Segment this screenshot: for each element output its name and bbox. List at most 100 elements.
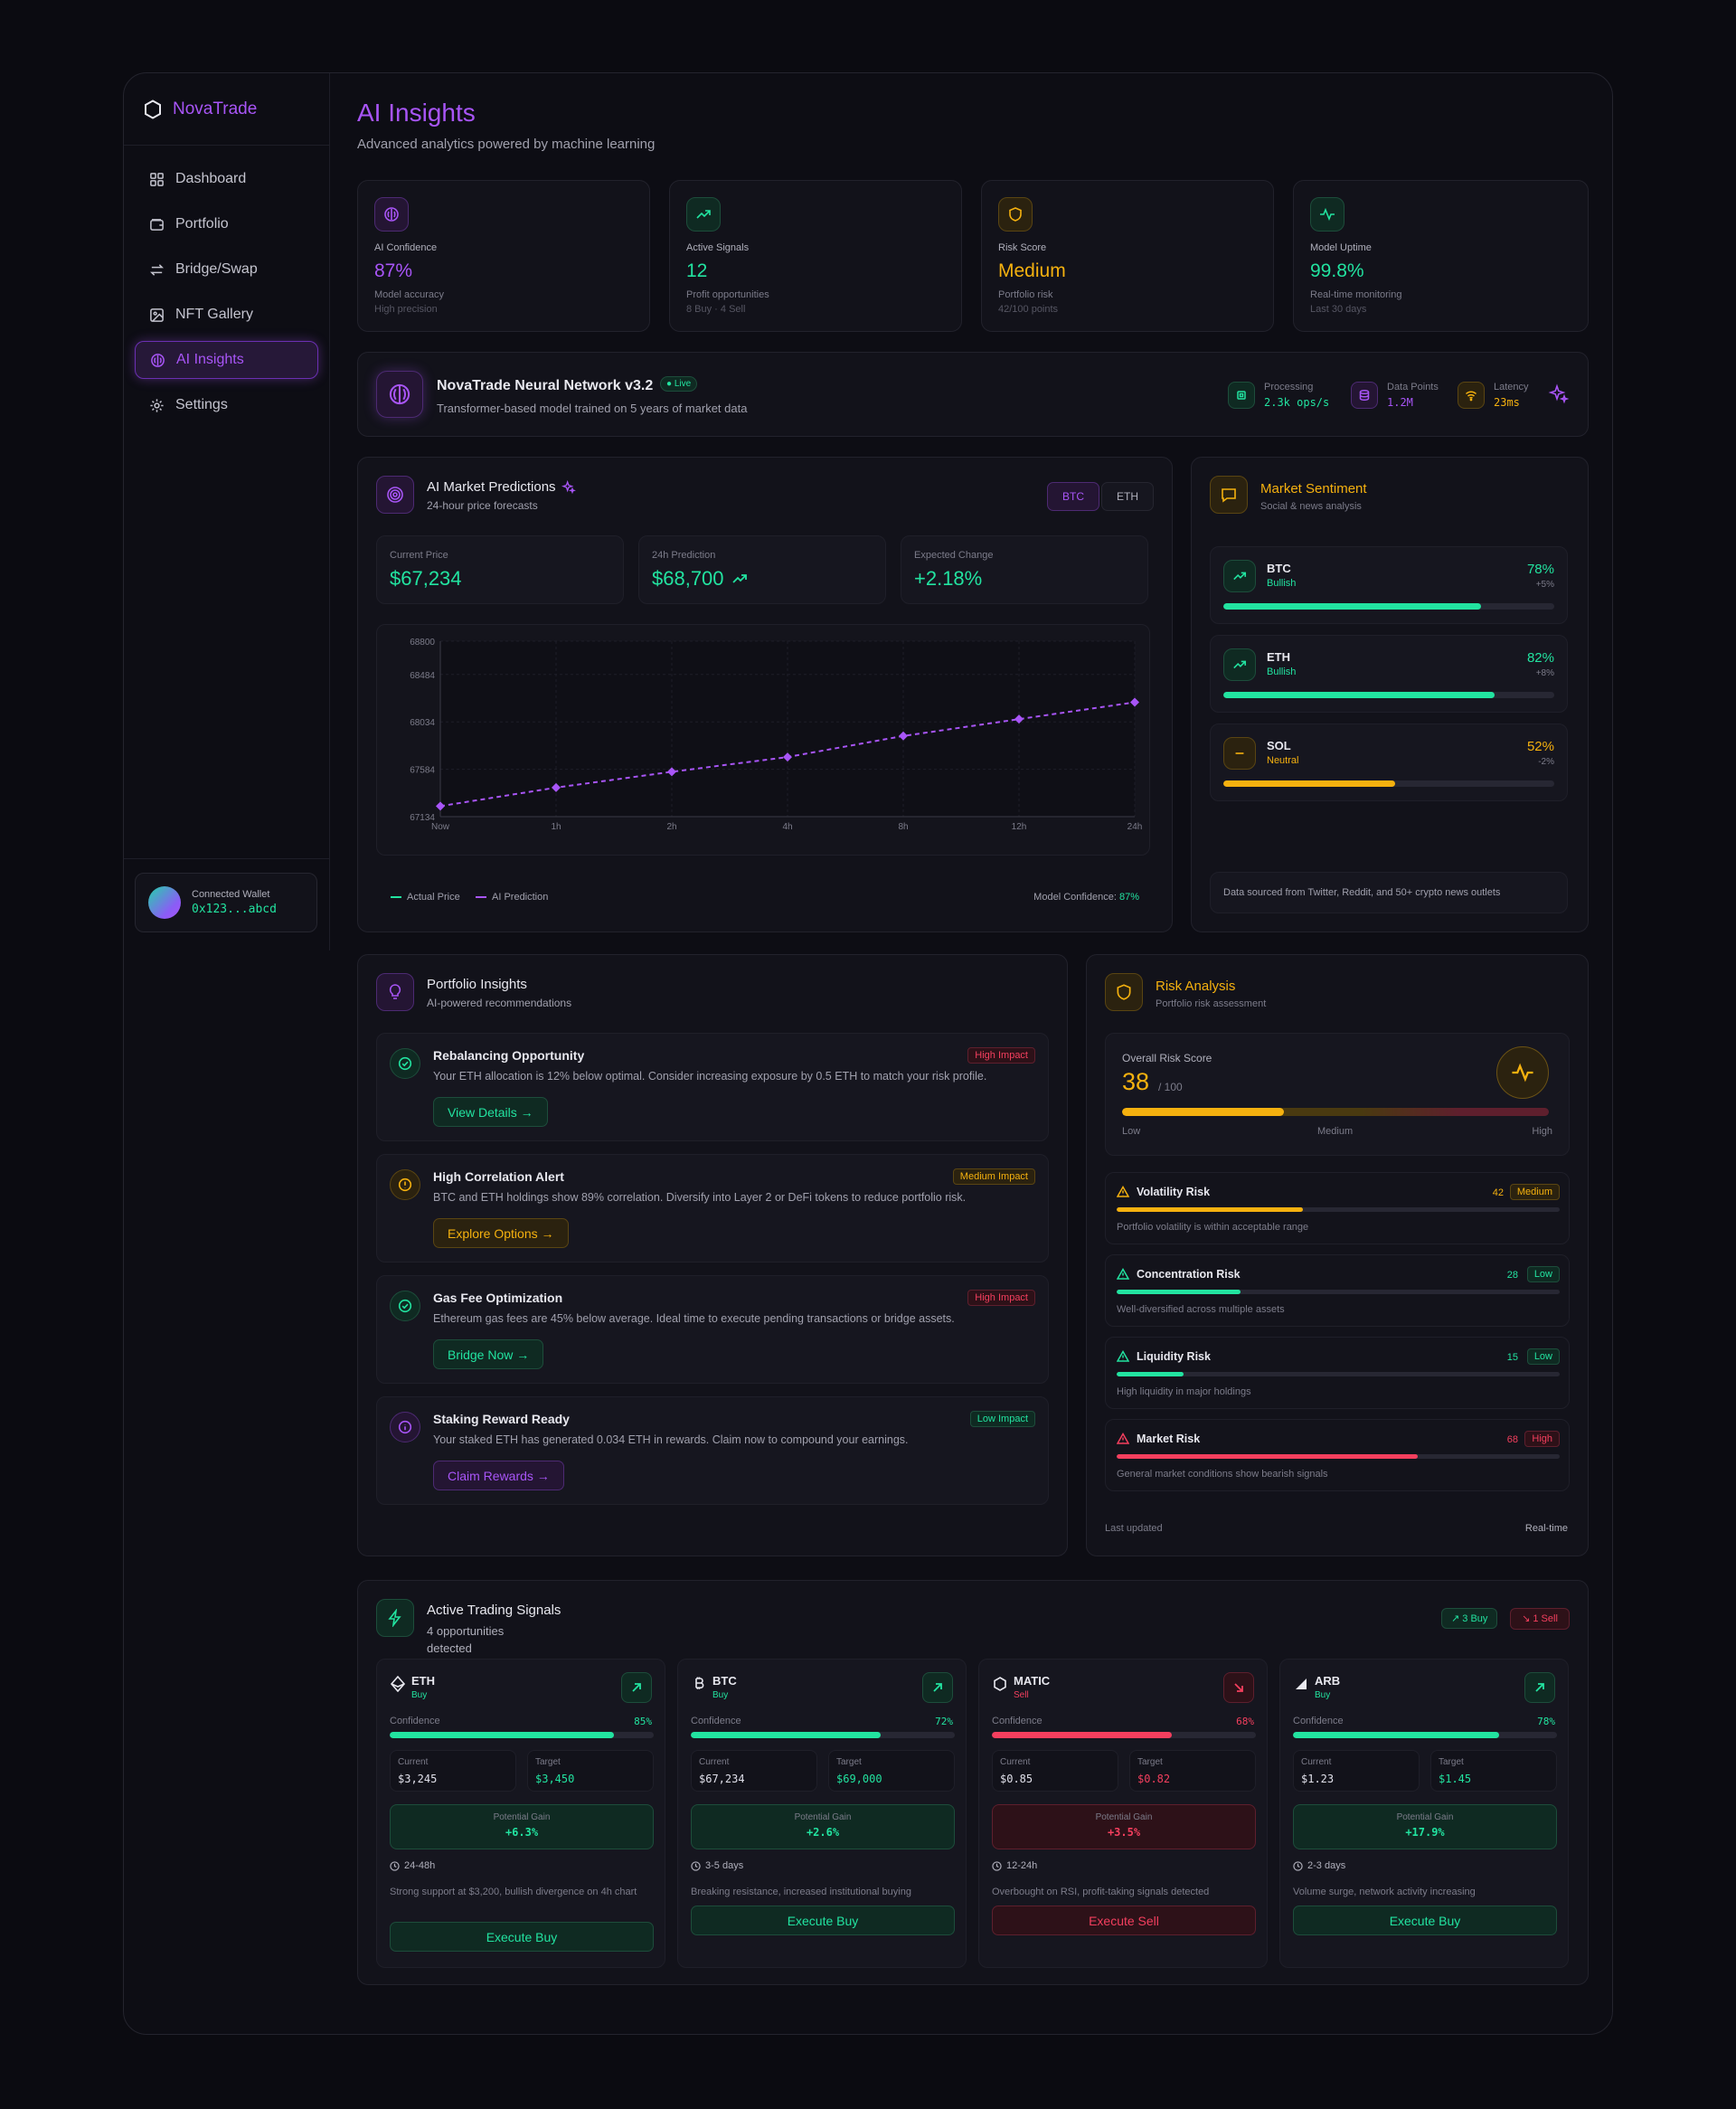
sentiment-item-btc[interactable]: BTC Bullish 78% +5% bbox=[1210, 546, 1568, 624]
sentiment-mood: Bullish bbox=[1267, 578, 1297, 589]
target-value: $1.45 bbox=[1439, 1773, 1472, 1785]
signal-card-arb: ARB Buy Confidence 78% Current $1.23 Target $1.… bbox=[1279, 1659, 1569, 1968]
confidence-bar bbox=[691, 1732, 955, 1738]
expected-change-value: +2.18% bbox=[914, 567, 983, 590]
prediction-point[interactable] bbox=[1014, 714, 1024, 724]
confidence-value: 78% bbox=[1537, 1716, 1555, 1727]
target-value: $69,000 bbox=[836, 1773, 882, 1785]
overall-risk-bar bbox=[1122, 1108, 1549, 1116]
connected-wallet[interactable]: Connected Wallet 0x123...abcd bbox=[135, 873, 317, 932]
insights-subtitle: AI-powered recommendations bbox=[427, 997, 572, 1009]
tab-btc[interactable]: BTC bbox=[1047, 482, 1099, 511]
insight-action-button[interactable]: Claim Rewards → bbox=[433, 1461, 564, 1490]
execute-buy-button[interactable]: Execute Buy bbox=[1293, 1906, 1557, 1935]
execute-buy-button[interactable]: Execute Buy bbox=[691, 1906, 955, 1935]
stat-line2: High precision bbox=[374, 304, 438, 315]
current-value: $3,245 bbox=[398, 1773, 438, 1785]
trending-up-icon bbox=[1223, 648, 1256, 681]
current-value: $0.85 bbox=[1000, 1773, 1033, 1785]
current-label: Current bbox=[1000, 1757, 1031, 1767]
sidebar-item-dashboard[interactable]: Dashboard bbox=[135, 160, 318, 198]
sentiment-card: Market Sentiment Social & news analysis … bbox=[1191, 457, 1589, 932]
potential-gain-box: Potential Gain +6.3% bbox=[390, 1804, 654, 1849]
tab-eth[interactable]: ETH bbox=[1101, 482, 1154, 511]
wallet-icon bbox=[150, 218, 164, 231]
potential-gain-box: Potential Gain +17.9% bbox=[1293, 1804, 1557, 1849]
y-tick-label: 68800 bbox=[410, 638, 435, 648]
logo[interactable]: NovaTrade bbox=[124, 73, 329, 146]
stat-line2: Last 30 days bbox=[1310, 304, 1367, 315]
insight-action-button[interactable]: Explore Options → bbox=[433, 1218, 569, 1248]
stat-card-risk-score: Risk Score Medium Portfolio risk 42/100 … bbox=[981, 180, 1274, 332]
timeframe: 3-5 days bbox=[691, 1860, 743, 1871]
potential-gain-box: Potential Gain +3.5% bbox=[992, 1804, 1256, 1849]
activity-icon bbox=[1310, 197, 1344, 232]
app-name: NovaTrade bbox=[173, 99, 258, 118]
insight-item: Staking Reward Ready Low Impact Your stake… bbox=[376, 1396, 1049, 1505]
risk-desc: General market conditions show bearish s… bbox=[1117, 1469, 1328, 1480]
prediction-point[interactable] bbox=[552, 782, 561, 792]
stat-value: 99.8% bbox=[1310, 260, 1364, 281]
shield-icon bbox=[998, 197, 1033, 232]
prediction-point[interactable] bbox=[1130, 697, 1139, 707]
risk-bar bbox=[1117, 1290, 1560, 1294]
signals-subtitle: 4 opportunities detected bbox=[427, 1624, 505, 1655]
sidebar-item-bridge-swap[interactable]: Bridge/Swap bbox=[135, 251, 318, 288]
stat-value: Medium bbox=[998, 260, 1066, 281]
sentiment-item-eth[interactable]: ETH Bullish 82% +8% bbox=[1210, 635, 1568, 713]
risk-name: Market Risk bbox=[1137, 1433, 1201, 1445]
sidebar-item-settings[interactable]: Settings bbox=[135, 386, 318, 424]
prediction-point[interactable] bbox=[667, 767, 676, 777]
shield-icon bbox=[1105, 973, 1143, 1011]
hexagon-logo-icon bbox=[145, 99, 161, 119]
current-value: $67,234 bbox=[699, 1773, 745, 1785]
sentiment-percent: 82% bbox=[1526, 650, 1554, 666]
timeframe: 12-24h bbox=[992, 1860, 1037, 1871]
sidebar: NovaTrade Dashboard Portfolio Bridge/Swa… bbox=[124, 73, 330, 950]
sentiment-bar-fill bbox=[1223, 603, 1482, 610]
risk-bar bbox=[1117, 1372, 1560, 1376]
y-tick-label: 68484 bbox=[410, 671, 435, 681]
stat-line1: Portfolio risk bbox=[998, 289, 1053, 300]
live-badge: ● Live bbox=[660, 376, 698, 392]
x-tick-label: 8h bbox=[898, 822, 908, 832]
prediction-point[interactable] bbox=[783, 752, 792, 762]
confidence-bar-fill bbox=[992, 1732, 1172, 1738]
execute-sell-button[interactable]: Execute Sell bbox=[992, 1906, 1256, 1935]
signal-side: Buy bbox=[411, 1690, 428, 1700]
sidebar-item-portfolio[interactable]: Portfolio bbox=[135, 205, 318, 243]
stat-label: AI Confidence bbox=[374, 242, 438, 253]
predictions-card: AI Market Predictions 24-hour price fore… bbox=[357, 457, 1173, 932]
sidebar-item-ai-insights[interactable]: AI Insights bbox=[135, 341, 318, 379]
prediction-point[interactable] bbox=[899, 731, 908, 741]
sell-count-label: 1 Sell bbox=[1533, 1613, 1558, 1624]
insight-action-button[interactable]: View Details → bbox=[433, 1097, 548, 1127]
insight-action-button[interactable]: Bridge Now → bbox=[433, 1339, 544, 1369]
insight-item: Gas Fee Optimization High Impact Ethereum … bbox=[376, 1275, 1049, 1384]
prediction-point[interactable] bbox=[436, 801, 445, 811]
prediction-chart-svg: 67134 67584 68034 68484 68800 Now 1h 2h 4h 8h 12h 2… bbox=[410, 638, 1142, 832]
stat-line1: Model accuracy bbox=[374, 289, 445, 300]
sidebar-item-nft-gallery[interactable]: NFT Gallery bbox=[135, 296, 318, 334]
current-price-value: $67,234 bbox=[390, 567, 462, 590]
model-confidence-value: 87% bbox=[1118, 892, 1139, 903]
confidence-label: Confidence bbox=[1293, 1716, 1344, 1726]
x-tick-label: Now bbox=[431, 822, 450, 832]
risk-desc: Well-diversified across multiple assets bbox=[1117, 1304, 1285, 1315]
signal-side: Sell bbox=[1014, 1690, 1029, 1700]
alert-circle-icon bbox=[390, 1169, 420, 1200]
x-tick-label: 1h bbox=[551, 822, 561, 832]
current-value: $1.23 bbox=[1301, 1773, 1335, 1785]
stat-card-active-signals: Active Signals 12 Profit opportunities 8… bbox=[669, 180, 962, 332]
signal-side: Buy bbox=[1315, 1690, 1331, 1700]
execute-buy-button[interactable]: Execute Buy bbox=[390, 1922, 654, 1952]
metric-label: Processing bbox=[1264, 382, 1314, 392]
insight-item: Rebalancing Opportunity High Impact Your E… bbox=[376, 1033, 1049, 1141]
metric-value: 23ms bbox=[1494, 396, 1520, 409]
gain-label: Potential Gain bbox=[794, 1812, 852, 1822]
target-label: Target bbox=[535, 1757, 561, 1767]
sentiment-symbol: SOL bbox=[1267, 739, 1291, 752]
sentiment-delta: +8% bbox=[1535, 668, 1554, 678]
signal-note: Strong support at $3,200, bullish diverg… bbox=[390, 1887, 637, 1897]
sentiment-item-sol[interactable]: SOL Neutral 52% -2% bbox=[1210, 723, 1568, 801]
